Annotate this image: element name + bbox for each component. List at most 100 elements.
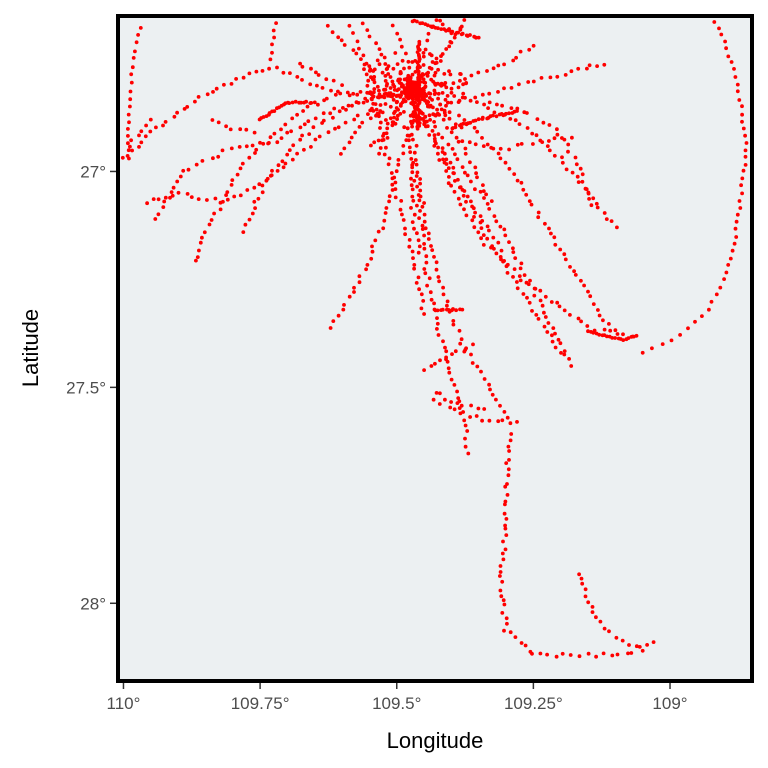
gps-point <box>456 85 461 90</box>
gps-point <box>291 143 296 148</box>
gps-point <box>238 127 243 132</box>
gps-point <box>430 129 435 133</box>
gps-point <box>424 254 429 259</box>
gps-point <box>253 151 257 155</box>
gps-point <box>429 297 434 302</box>
gps-point <box>252 199 257 204</box>
gps-point <box>500 103 504 108</box>
gps-point <box>396 107 400 112</box>
gps-point <box>487 228 491 233</box>
gps-point <box>376 229 381 234</box>
gps-point <box>364 72 369 77</box>
gps-point <box>440 22 445 27</box>
gps-point <box>366 78 371 83</box>
gps-point <box>404 51 408 56</box>
y-tick-label: 28° <box>80 594 106 613</box>
gps-point <box>270 168 274 173</box>
gps-point <box>417 121 422 125</box>
gps-point <box>572 269 576 274</box>
gps-point <box>435 107 439 112</box>
gps-point <box>515 142 520 147</box>
gps-point <box>590 610 595 614</box>
gps-point <box>458 26 463 31</box>
gps-point <box>411 80 416 85</box>
gps-point <box>586 329 590 334</box>
gps-point <box>542 324 547 329</box>
gps-point <box>161 205 166 210</box>
gps-point <box>189 195 194 200</box>
gps-point <box>554 654 559 659</box>
gps-point <box>608 328 613 333</box>
gps-point <box>515 109 519 113</box>
gps-point <box>436 333 441 337</box>
gps-point <box>518 266 523 271</box>
gps-point <box>420 21 425 25</box>
gps-point <box>586 651 591 656</box>
gps-point <box>457 113 461 118</box>
gps-point <box>738 206 743 210</box>
gps-point <box>499 594 504 599</box>
gps-point <box>365 263 370 267</box>
gps-point <box>469 352 473 357</box>
gps-point <box>194 162 199 167</box>
gps-point <box>423 271 428 276</box>
gps-point <box>418 65 422 69</box>
gps-point <box>410 165 415 170</box>
gps-point <box>441 157 445 162</box>
gps-point <box>245 188 250 192</box>
gps-point <box>353 130 357 135</box>
gps-point <box>430 60 435 64</box>
gps-point <box>439 54 443 58</box>
gps-point <box>279 136 284 141</box>
gps-point <box>485 224 490 229</box>
gps-point <box>378 120 383 125</box>
gps-point <box>153 217 158 221</box>
gps-point <box>595 205 600 210</box>
gps-point <box>127 104 132 109</box>
gps-point <box>560 160 565 165</box>
gps-point <box>362 67 366 72</box>
gps-point <box>427 133 432 137</box>
gps-point <box>458 72 463 76</box>
gps-point <box>602 626 607 631</box>
gps-point <box>127 144 132 149</box>
gps-point <box>410 92 415 97</box>
gps-point <box>502 62 506 67</box>
gps-point <box>377 151 381 156</box>
gps-point <box>422 312 426 316</box>
gps-point <box>196 197 201 202</box>
gps-point <box>374 41 378 46</box>
gps-point <box>614 635 619 640</box>
gps-point <box>338 91 343 96</box>
gps-point <box>505 493 510 497</box>
gps-point <box>506 467 511 472</box>
gps-point <box>479 369 483 374</box>
gps-point <box>471 206 476 211</box>
gps-point <box>524 192 529 197</box>
gps-point <box>579 278 583 283</box>
gps-point <box>433 113 438 118</box>
gps-point <box>487 100 492 105</box>
gps-point <box>145 201 150 206</box>
gps-point <box>463 444 468 449</box>
gps-point <box>414 104 419 109</box>
gps-point <box>339 152 343 156</box>
gps-point <box>306 119 311 124</box>
gps-point <box>621 332 625 337</box>
gps-point <box>613 336 617 340</box>
gps-point <box>582 283 586 288</box>
gps-point <box>583 587 588 592</box>
gps-point <box>383 79 388 83</box>
gps-point <box>651 640 656 644</box>
gps-point <box>452 189 457 194</box>
gps-point <box>505 415 510 420</box>
gps-point <box>304 99 308 104</box>
gps-point <box>460 31 465 36</box>
gps-point <box>175 110 180 115</box>
gps-point <box>445 126 449 130</box>
gps-point <box>449 86 454 91</box>
gps-point <box>492 110 497 115</box>
gps-point <box>176 190 181 195</box>
gps-point <box>148 117 153 122</box>
gps-point <box>448 72 453 77</box>
